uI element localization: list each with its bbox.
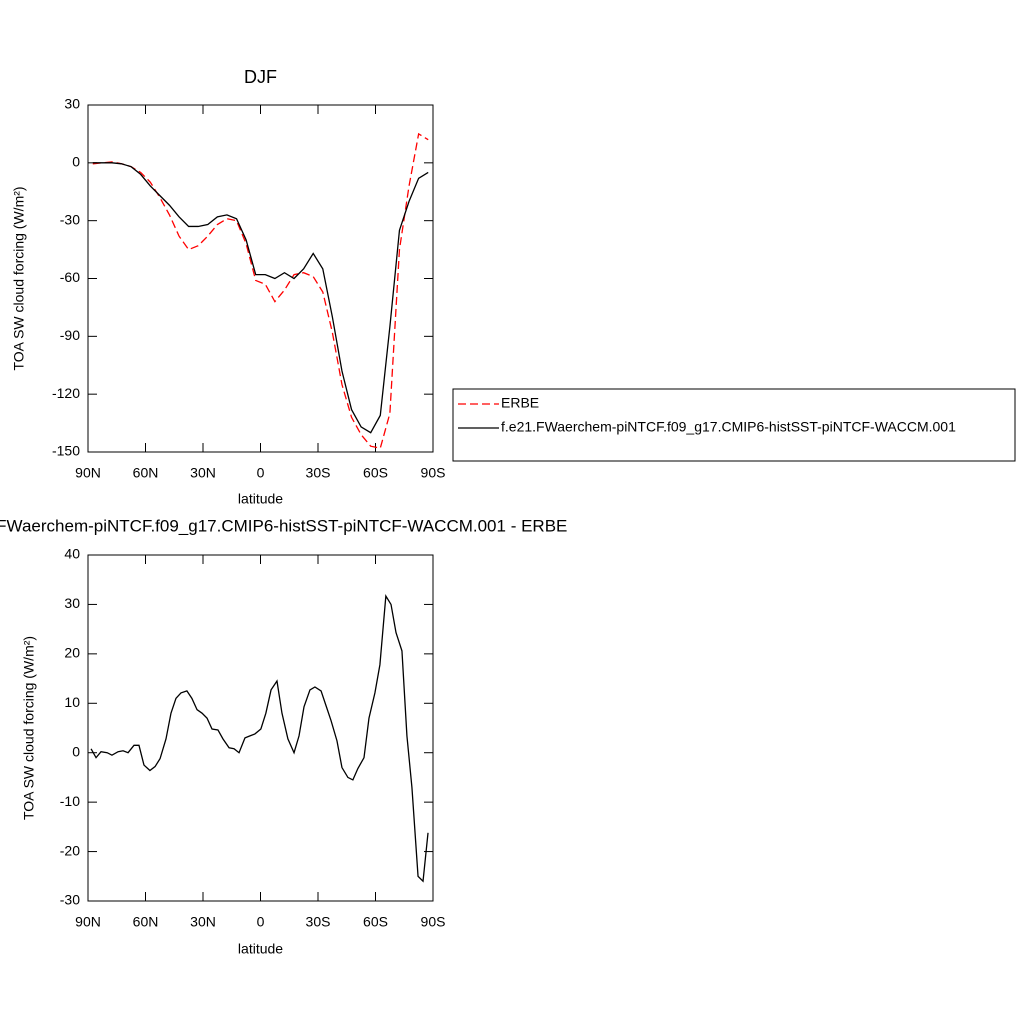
x-tick-label: 30S bbox=[306, 914, 331, 930]
legend-label: ERBE bbox=[501, 395, 539, 411]
plot-frame bbox=[87, 554, 434, 902]
y-tick-label: -30 bbox=[60, 892, 80, 908]
data-line bbox=[90, 594, 429, 883]
x-tick-label: 60N bbox=[133, 914, 159, 930]
y-tick-label: -150 bbox=[52, 443, 80, 459]
y-tick-label: -60 bbox=[60, 269, 80, 285]
y-tick-label: 0 bbox=[72, 154, 80, 170]
x-tick-label: 0 bbox=[257, 465, 265, 481]
x-tick-label: 60N bbox=[133, 465, 159, 481]
y-tick-label: 20 bbox=[64, 645, 80, 661]
x-tick-label: 60S bbox=[363, 465, 388, 481]
y-axis-label: TOA SW cloud forcing (W/m²) bbox=[21, 636, 37, 820]
x-tick-label: 30S bbox=[306, 465, 331, 481]
y-tick-label: -10 bbox=[60, 793, 80, 809]
y-tick-label: 40 bbox=[64, 546, 80, 562]
data-line bbox=[92, 132, 429, 449]
x-tick-label: 30N bbox=[190, 914, 216, 930]
chart-title: DJF bbox=[244, 67, 277, 87]
x-tick-label: 60S bbox=[363, 914, 388, 930]
x-axis-label: latitude bbox=[238, 941, 283, 957]
x-tick-label: 90N bbox=[75, 465, 101, 481]
data-line bbox=[92, 162, 429, 434]
x-tick-label: 0 bbox=[257, 914, 265, 930]
chart-title: f.e21.FWaerchem-piNTCF.f09_g17.CMIP6-his… bbox=[0, 516, 567, 535]
y-axis-label: TOA SW cloud forcing (W/m²) bbox=[11, 186, 27, 370]
y-tick-label: 0 bbox=[72, 743, 80, 759]
y-tick-label: 10 bbox=[64, 694, 80, 710]
x-axis-label: latitude bbox=[238, 491, 283, 507]
y-tick-label: 30 bbox=[64, 595, 80, 611]
x-tick-label: 90N bbox=[75, 914, 101, 930]
legend-label: f.e21.FWaerchem-piNTCF.f09_g17.CMIP6-his… bbox=[501, 419, 956, 435]
y-tick-label: 30 bbox=[64, 96, 80, 112]
y-tick-label: -90 bbox=[60, 327, 80, 343]
legend-box bbox=[452, 388, 1016, 462]
y-tick-label: -30 bbox=[60, 211, 80, 227]
x-tick-label: 30N bbox=[190, 465, 216, 481]
y-tick-label: -20 bbox=[60, 842, 80, 858]
y-tick-label: -120 bbox=[52, 385, 80, 401]
x-tick-label: 90S bbox=[421, 465, 446, 481]
x-tick-label: 90S bbox=[421, 914, 446, 930]
plot-frame bbox=[87, 104, 434, 453]
